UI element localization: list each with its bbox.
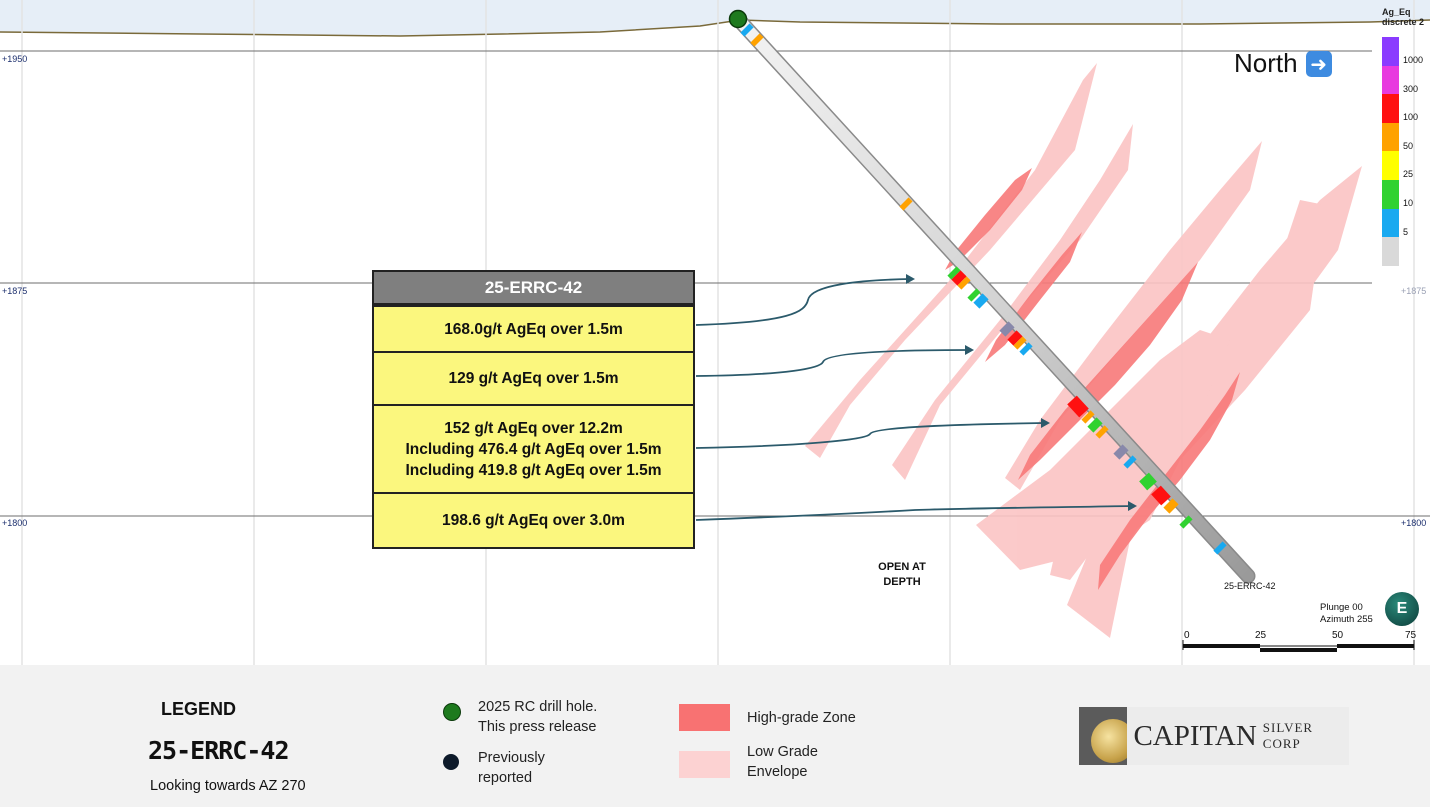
callout-line: 198.6 g/t AgEq over 3.0m — [442, 512, 625, 529]
azimuth-label: Azimuth 255 — [1320, 614, 1373, 625]
collar-icon — [728, 9, 748, 29]
legend-item-line: 2025 RC drill hole. — [478, 699, 598, 715]
color-scale-title-line1: Ag_Eq — [1382, 7, 1411, 17]
assay-callout-box: 25-ERRC-42 168.0g/t AgEq over 1.5m 129 g… — [372, 270, 695, 549]
color-scale-swatch — [1382, 208, 1399, 238]
section-drawing — [0, 0, 1430, 665]
scalebar-label: 75 — [1405, 630, 1417, 641]
elevation-label-1875-right: +1875 — [1401, 286, 1427, 296]
legend-title: LEGEND — [161, 699, 237, 719]
color-scale-title: Ag_Eq discrete 2 — [1382, 7, 1424, 27]
view-orientation: Plunge 00 Azimuth 255 — [1320, 602, 1373, 626]
color-scale-label: 1000 — [1403, 55, 1424, 65]
north-label: North — [1234, 48, 1298, 78]
callout-row: 198.6 g/t AgEq over 3.0m — [374, 492, 693, 547]
legend-item-previous: Previously reported — [478, 748, 545, 788]
legend-zone-line: High-grade Zone — [747, 710, 856, 726]
logo-sub: SILVER CORP — [1262, 720, 1314, 751]
callout-row: 152 g/t AgEq over 12.2m Including 476.4 … — [374, 404, 693, 492]
legend-item-line: Previously — [478, 750, 545, 766]
low-grade-envelopes — [805, 63, 1362, 638]
new-hole-icon — [443, 703, 461, 721]
legend-item-line: This press release — [478, 719, 597, 735]
callout-row: 168.0g/t AgEq over 1.5m — [374, 305, 693, 351]
color-scale-swatch — [1382, 37, 1399, 66]
legend-item-line: reported — [478, 770, 533, 786]
elevation-lines — [0, 50, 1430, 517]
scalebar-label: 25 — [1255, 630, 1267, 641]
logo-mark-icon — [1079, 707, 1128, 765]
low-grade-swatch — [679, 751, 730, 778]
grid-verticals — [21, 0, 1415, 665]
logo-name: CAPITAN — [1133, 719, 1257, 752]
legend-panel: LEGEND 25-ERRC-42 Looking towards AZ 270… — [0, 665, 1430, 807]
legend-zone-high: High-grade Zone — [747, 708, 856, 728]
high-grade-swatch — [679, 704, 730, 731]
color-scale-label: 100 — [1403, 112, 1419, 123]
cross-section-view: +1950 +1875 +1875 +1800 +1800 North ➜ Ag… — [0, 0, 1430, 665]
color-scale-swatch — [1382, 179, 1399, 209]
leader-arrows — [695, 278, 1132, 521]
color-scale-label: 10 — [1403, 198, 1414, 208]
legend-zone-line: Low Grade — [747, 744, 818, 760]
callout-title: 25-ERRC-42 — [374, 272, 693, 305]
legend-item-new-hole: 2025 RC drill hole. This press release — [478, 697, 597, 737]
callout-line: 129 g/t AgEq over 1.5m — [448, 370, 619, 387]
color-scale-label: 50 — [1403, 140, 1414, 151]
callout-line: Including 476.4 g/t AgEq over 1.5m — [405, 440, 662, 458]
color-scale-label: 25 — [1403, 169, 1414, 180]
north-indicator: North ➜ — [1234, 48, 1332, 79]
open-at-depth-line2: DEPTH — [883, 576, 921, 588]
color-scale-swatch — [1382, 65, 1399, 95]
color-scale-swatch — [1382, 94, 1399, 123]
elevation-label-1800: +1800 — [2, 518, 28, 528]
drill-hole-label: 25-ERRC-42 — [1224, 581, 1276, 591]
sky-area — [0, 0, 1430, 36]
scalebar-label: 50 — [1332, 630, 1344, 641]
callout-line: Including 419.8 g/t AgEq over 1.5m — [405, 461, 662, 479]
legend-zone-low: Low Grade Envelope — [747, 742, 818, 782]
right-arrow-icon: ➜ — [1305, 50, 1332, 77]
legend-zone-line: Envelope — [747, 764, 808, 780]
callout-line: 168.0g/t AgEq over 1.5m — [444, 320, 623, 338]
plunge-label: Plunge 00 — [1320, 602, 1363, 613]
color-scale-bar — [1382, 37, 1399, 266]
scale-bar — [1182, 640, 1415, 652]
color-scale-label: 300 — [1403, 83, 1419, 94]
legend-looking: Looking towards AZ 270 — [150, 778, 306, 794]
drill-hole-trace — [728, 9, 1256, 584]
callout-row: 129 g/t AgEq over 1.5m — [374, 351, 693, 404]
elevation-label-1875: +1875 — [2, 286, 28, 296]
color-scale-swatch — [1382, 151, 1399, 180]
company-logo: CAPITAN SILVER CORP — [1079, 707, 1349, 765]
legend-hole-id: 25-ERRC-42 — [148, 736, 290, 765]
previous-hole-icon — [443, 754, 459, 770]
color-scale-title-line2: discrete 2 — [1382, 17, 1425, 27]
open-at-depth-line1: OPEN AT — [878, 561, 926, 573]
scalebar-label: 0 — [1184, 630, 1190, 641]
open-at-depth-label: OPEN AT DEPTH — [862, 560, 942, 590]
compass-icon: E — [1385, 592, 1419, 626]
color-scale-swatch — [1382, 122, 1399, 152]
color-scale-swatch — [1382, 237, 1399, 266]
elevation-label-1800-right: +1800 — [1401, 518, 1427, 528]
color-scale-label: 5 — [1403, 226, 1409, 237]
leader-arrowheads — [906, 274, 1137, 511]
callout-line: 152 g/t AgEq over 12.2m — [444, 419, 623, 437]
elevation-label-1950: +1950 — [2, 54, 28, 64]
